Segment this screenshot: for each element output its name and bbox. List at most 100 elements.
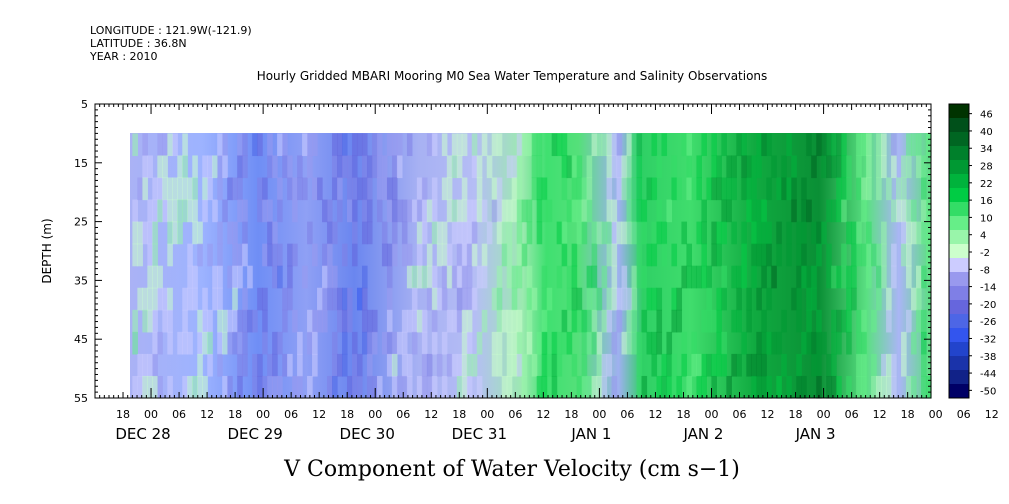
heatmap-cell [841, 199, 847, 223]
heatmap-cell [257, 133, 263, 157]
heatmap-cell [641, 265, 648, 289]
heatmap-cell [831, 353, 837, 377]
heatmap-cell [786, 221, 792, 245]
heatmap-cell [761, 133, 767, 157]
heatmap-cell [871, 243, 877, 267]
heatmap-cell [506, 155, 513, 179]
heatmap-cell [232, 309, 238, 333]
heatmap-cell [272, 155, 278, 179]
heatmap-cell [272, 375, 278, 399]
heatmap-cell [621, 331, 628, 355]
heatmap-cell [217, 243, 223, 267]
heatmap-cell [312, 331, 318, 355]
x-hour-label: 06 [845, 408, 859, 421]
heatmap-cell [766, 375, 772, 399]
heatmap-cell [396, 331, 403, 355]
heatmap-cell [187, 243, 193, 267]
heatmap-cell [461, 353, 468, 377]
heatmap-cell [327, 199, 333, 223]
heatmap-cell [611, 265, 618, 289]
heatmap-cell [816, 331, 822, 355]
heatmap-cell [202, 155, 208, 179]
heatmap-cell [456, 243, 463, 267]
heatmap-cell [172, 199, 178, 223]
heatmap-cell [906, 265, 912, 289]
heatmap-cell [391, 199, 398, 223]
heatmap-cell [476, 155, 483, 179]
heatmap-cell [756, 199, 762, 223]
heatmap-cell [856, 221, 862, 245]
heatmap-cell [511, 177, 518, 201]
colorbar-frame [948, 103, 970, 399]
heatmap-cell [751, 353, 757, 377]
heatmap-cell [132, 243, 138, 267]
heatmap-cell [876, 155, 882, 179]
heatmap-cell [446, 177, 453, 201]
heatmap-cell [826, 353, 832, 377]
heatmap-cell [766, 243, 772, 267]
heatmap-cell [626, 287, 633, 311]
heatmap-cell [182, 331, 188, 355]
heatmap-cell [516, 353, 523, 377]
heatmap-cell [761, 243, 767, 267]
x-hour-label: 18 [789, 408, 803, 421]
heatmap-cell [332, 331, 338, 355]
heatmap-cell [207, 243, 213, 267]
heatmap-cell [636, 133, 643, 157]
heatmap-cell [446, 309, 453, 333]
heatmap-cell [491, 177, 498, 201]
heatmap-cell [342, 243, 348, 267]
x-hour-label: 12 [761, 408, 775, 421]
heatmap-cell [516, 265, 523, 289]
heatmap-cell [327, 265, 333, 289]
heatmap-cell [451, 221, 458, 245]
heatmap-cell [826, 155, 832, 179]
heatmap-cell [851, 287, 857, 311]
heatmap-cell [521, 243, 528, 267]
heatmap-cell [431, 177, 438, 201]
heatmap-cell [571, 199, 578, 223]
heatmap-cell [771, 155, 777, 179]
heatmap-cell [876, 133, 882, 157]
heatmap-cell [197, 331, 203, 355]
heatmap-cell [696, 177, 702, 201]
heatmap-cell [332, 287, 338, 311]
heatmap-cell [626, 331, 633, 355]
heatmap-cell [361, 133, 368, 157]
heatmap-cell [416, 375, 423, 399]
heatmap-cell [177, 199, 183, 223]
heatmap-cell [911, 331, 917, 355]
heatmap-cell [376, 155, 383, 179]
heatmap-cell [282, 133, 288, 157]
heatmap-cell [626, 133, 633, 157]
heatmap-cell [431, 331, 438, 355]
heatmap-cell [546, 199, 553, 223]
heatmap-cell [451, 155, 458, 179]
heatmap-cell [132, 309, 138, 333]
colorbar-swatch [949, 174, 969, 189]
heatmap-cell [461, 133, 468, 157]
heatmap-cell [816, 309, 822, 333]
heatmap-cell [901, 155, 907, 179]
heatmap-cell [212, 199, 218, 223]
heatmap-cell [232, 265, 238, 289]
heatmap-cell [132, 133, 138, 157]
heatmap-cell [371, 331, 378, 355]
heatmap-cell [222, 375, 228, 399]
heatmap-cell [921, 265, 927, 289]
heatmap-cell [856, 309, 862, 333]
heatmap-cell [721, 287, 727, 311]
heatmap-cell [142, 155, 148, 179]
heatmap-cell [411, 309, 418, 333]
heatmap-cell [551, 353, 558, 377]
heatmap-cell [611, 243, 618, 267]
heatmap-cell [891, 265, 897, 289]
heatmap-cell [586, 375, 593, 399]
heatmap-cell [481, 243, 488, 267]
heatmap-cell [821, 221, 827, 245]
heatmap-cell [751, 177, 757, 201]
heatmap-cell [856, 133, 862, 157]
heatmap-cell [596, 331, 603, 355]
heatmap-cell [177, 221, 183, 245]
heatmap-cell [476, 199, 483, 223]
